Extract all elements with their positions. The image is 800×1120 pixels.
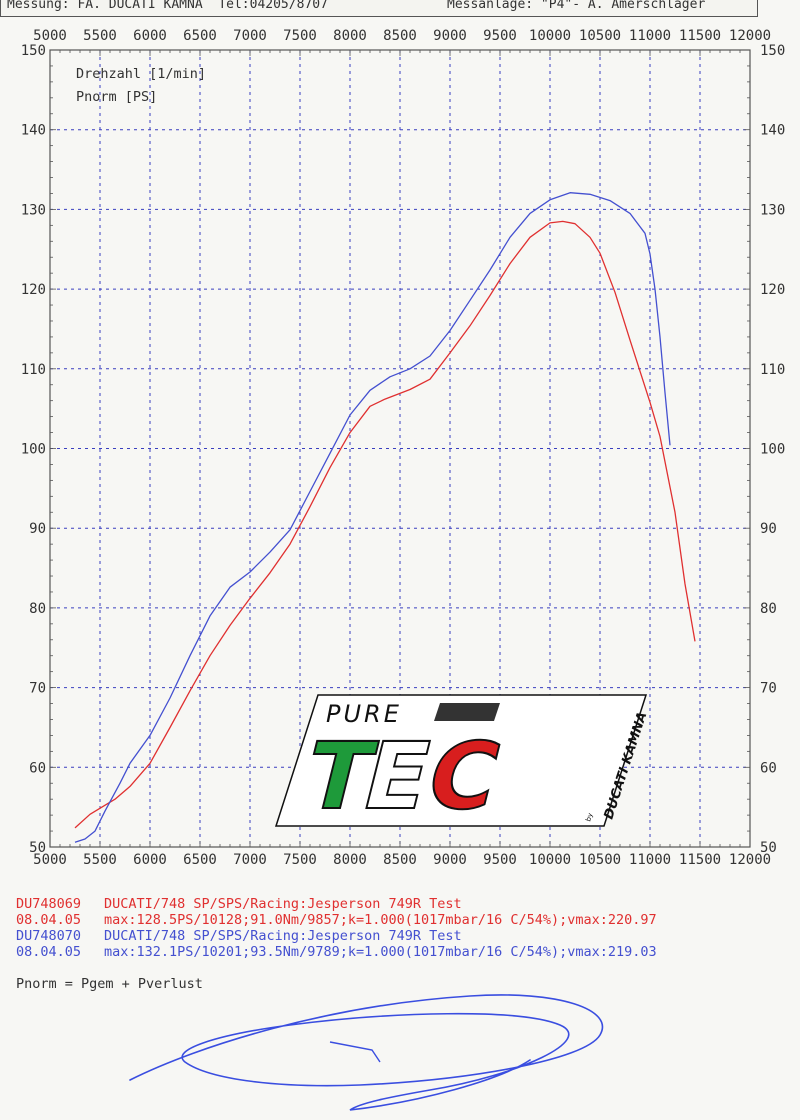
axis-legend: Drehzahl [1/min] Pnorm [PS] — [76, 66, 206, 105]
axis-legend-y: Pnorm [PS] — [76, 89, 157, 105]
legend-desc: DUCATI/748 SP/SPS/Racing:Jesperson 749R … — [104, 896, 462, 912]
dyno-chart: 5000 5000 5500 5500 6000 6000 6500 6500 7000 7000… — [21, 28, 786, 868]
legend-date: 08.04.05 — [16, 944, 82, 960]
y-tick-label-right: 140 — [760, 123, 785, 139]
y-tick-label-left: 90 — [29, 521, 46, 537]
y-tick-label-left: 60 — [29, 760, 46, 776]
formula-text: Pnorm = Pgem + Pverlust — [16, 976, 203, 992]
y-tick-label-right: 120 — [760, 282, 785, 298]
x-tick-label-bottom: 7000 — [233, 852, 267, 868]
series-line-DU748070 — [74, 192, 671, 843]
measurement-header: Messung: FA. DUCATI KAMNA Tel:04205/8707… — [0, 0, 758, 17]
x-tick-label-top: 5000 — [33, 28, 67, 44]
y-tick-label-left: 140 — [21, 123, 46, 139]
logo-frame — [274, 694, 648, 827]
header-right: Messanlage: "P4"- A. Amerschlager — [447, 0, 706, 12]
x-tick-label-bottom: 5500 — [83, 852, 117, 868]
signature-stroke — [129, 994, 604, 1111]
x-tick-label-bottom: 5000 — [33, 852, 67, 868]
plot-frame — [49, 49, 751, 848]
legend-stats: max:132.1PS/10201;93.5Nm/9789;k=1.000(10… — [104, 944, 657, 960]
x-tick-label-top: 8000 — [333, 28, 367, 44]
x-tick-label-top: 5500 — [83, 28, 117, 44]
x-tick-label-bottom: 11500 — [679, 852, 721, 868]
legend-row-run2-stats: 08.04.05 max:132.1PS/10201;93.5Nm/9789;k=… — [16, 944, 657, 960]
y-tick-label-right: 110 — [760, 362, 785, 378]
y-tick-label-right: 130 — [760, 202, 785, 218]
x-tick-label-bottom: 6000 — [133, 852, 167, 868]
puretec-logo: PURE T E C DUCATI KAMNA by — [274, 694, 650, 832]
logo-pure-text: PURE — [326, 700, 402, 728]
legend-date: 08.04.05 — [16, 912, 82, 928]
logo-by-text: by — [584, 812, 594, 823]
y-tick-label-right: 100 — [760, 442, 785, 458]
x-tick-label-top: 12000 — [729, 28, 771, 44]
y-tick-label-left: 70 — [29, 681, 46, 697]
legend-id: DU748070 — [16, 928, 82, 944]
x-tick-label-bottom: 7500 — [283, 852, 317, 868]
x-tick-label-bottom: 8000 — [333, 852, 367, 868]
y-tick-label-left: 100 — [21, 442, 46, 458]
x-tick-label-bottom: 6500 — [183, 852, 217, 868]
y-tick-label-left: 110 — [21, 362, 46, 378]
x-tick-label-top: 6500 — [183, 28, 217, 44]
x-tick-label-top: 7000 — [233, 28, 267, 44]
x-tick-label-top: 7500 — [283, 28, 317, 44]
y-tick-label-right: 70 — [760, 681, 777, 697]
legend-row-run1: DU748069 DUCATI/748 SP/SPS/Racing:Jespers… — [16, 896, 657, 912]
x-tick-label-top: 10000 — [529, 28, 571, 44]
x-tick-label-bottom: 9500 — [483, 852, 517, 868]
x-tick-label-bottom: 11000 — [629, 852, 671, 868]
x-tick-label-top: 9500 — [483, 28, 517, 44]
y-tick-label-left: 130 — [21, 202, 46, 218]
run-legend: DU748069 DUCATI/748 SP/SPS/Racing:Jespers… — [16, 896, 657, 960]
x-tick-label-top: 9000 — [433, 28, 467, 44]
header-left: Messung: FA. DUCATI KAMNA Tel:04205/8707 — [7, 0, 328, 12]
y-tick-label-left: 50 — [29, 840, 46, 856]
y-tick-label-left: 80 — [29, 601, 46, 617]
y-tick-label-right: 150 — [760, 43, 785, 59]
x-tick-label-top: 6000 — [133, 28, 167, 44]
x-tick-label-top: 10500 — [579, 28, 621, 44]
x-tick-label-top: 11000 — [629, 28, 671, 44]
y-tick-label-left: 120 — [21, 282, 46, 298]
x-tick-label-top: 8500 — [383, 28, 417, 44]
signature-mark — [329, 1041, 381, 1063]
y-tick-label-right: 80 — [760, 601, 777, 617]
legend-id: DU748069 — [16, 896, 82, 912]
series — [74, 192, 696, 843]
legend-row-run1-stats: 08.04.05 max:128.5PS/10128;91.0Nm/9857;k=… — [16, 912, 657, 928]
y-tick-label-left: 150 — [21, 43, 46, 59]
series-line-DU748069 — [74, 220, 696, 829]
x-tick-label-bottom: 10500 — [579, 852, 621, 868]
x-tick-label-bottom: 12000 — [729, 852, 771, 868]
legend-desc: DUCATI/748 SP/SPS/Racing:Jesperson 749R … — [104, 928, 462, 944]
y-tick-label-right: 50 — [760, 840, 777, 856]
x-tick-label-bottom: 8500 — [383, 852, 417, 868]
x-tick-label-bottom: 10000 — [529, 852, 571, 868]
y-tick-label-right: 90 — [760, 521, 777, 537]
tick-labels: 5000 5000 5500 5500 6000 6000 6500 6500 7000 7000… — [21, 28, 786, 868]
x-tick-label-bottom: 9000 — [433, 852, 467, 868]
logo-stripe — [434, 703, 500, 721]
y-tick-label-right: 60 — [760, 760, 777, 776]
axis-legend-x: Drehzahl [1/min] — [76, 66, 206, 82]
x-tick-label-top: 11500 — [679, 28, 721, 44]
legend-row-run2: DU748070 DUCATI/748 SP/SPS/Racing:Jespers… — [16, 928, 657, 944]
legend-stats: max:128.5PS/10128;91.0Nm/9857;k=1.000(10… — [104, 912, 657, 928]
